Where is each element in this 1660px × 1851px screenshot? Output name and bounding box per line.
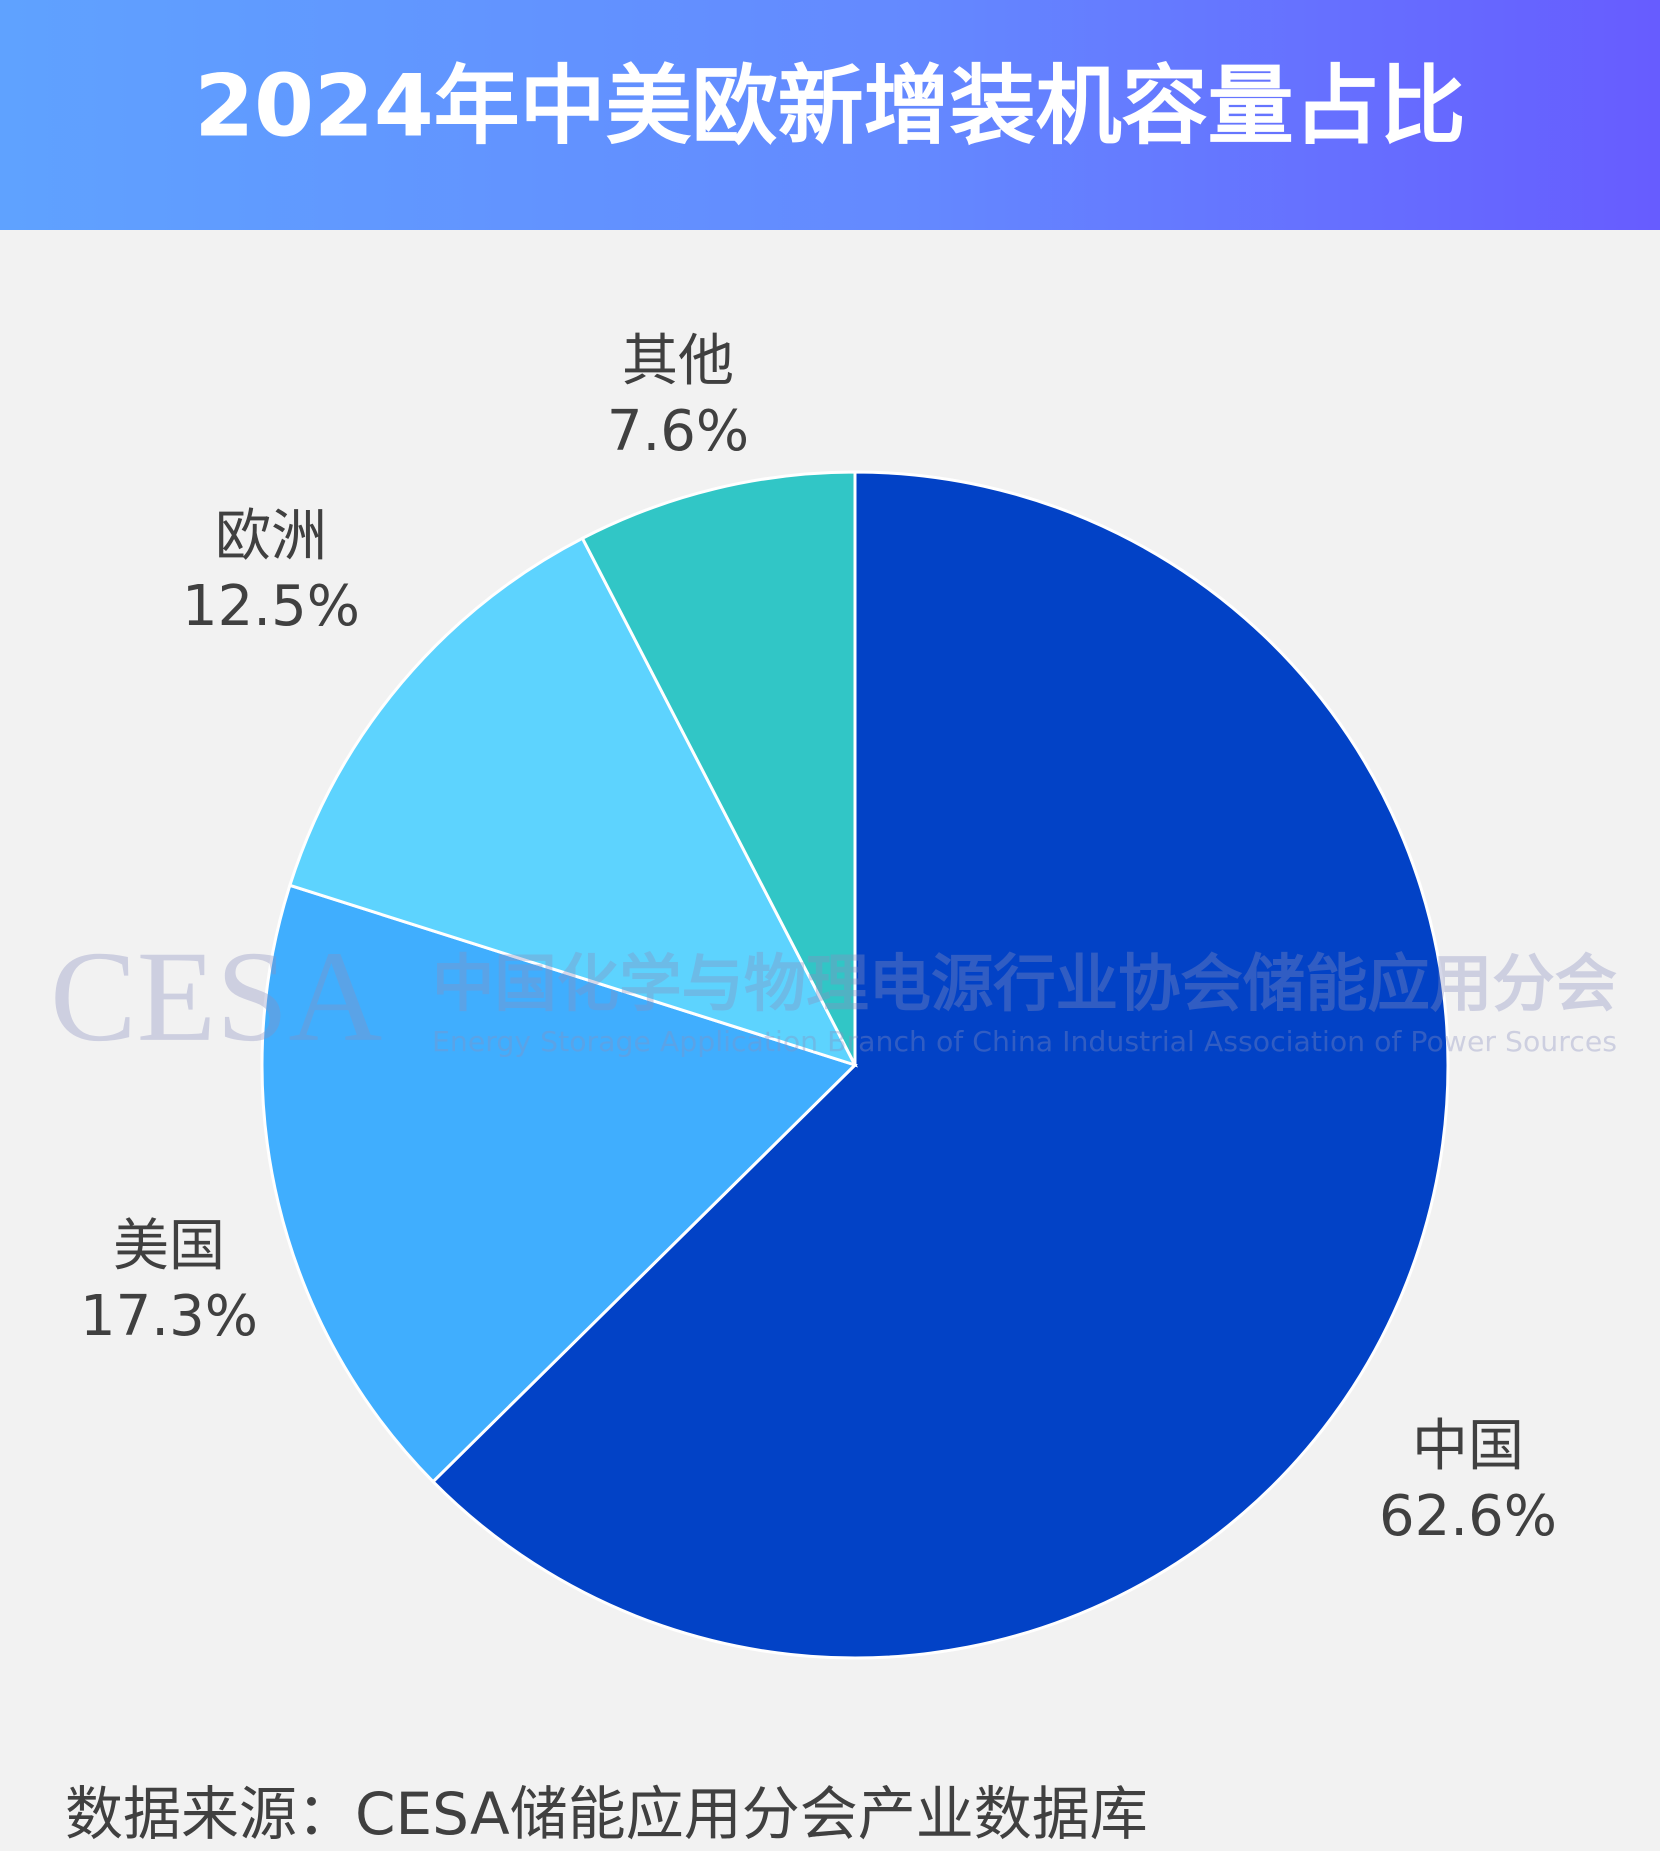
slice-value-label: 17.3%	[80, 1284, 258, 1349]
slice-category-label: 美国	[113, 1214, 225, 1279]
slice-category-label: 其他	[622, 329, 734, 394]
pie-slice	[260, 883, 858, 1484]
pie	[260, 470, 1450, 1660]
slice-category-label: 中国	[1412, 1414, 1524, 1479]
slice-category-label: 欧洲	[215, 504, 327, 569]
watermark-name-cn: 中国化学与物理电源行业协会储能应用分会	[432, 947, 1617, 1020]
slice-value-label: 7.6%	[607, 399, 749, 464]
watermark: CESA 中国化学与物理电源行业协会储能应用分会 Energy Storage …	[50, 925, 1617, 1069]
watermark-logo: CESA	[50, 925, 382, 1069]
header-bar	[0, 0, 1660, 230]
chart-title: 2024年中美欧新增装机容量占比	[194, 56, 1465, 156]
pie-slice	[580, 470, 857, 1066]
source-note: 数据来源：CESA储能应用分会产业数据库	[65, 1780, 1148, 1848]
pie-slice	[430, 470, 1450, 1660]
watermark-name-en: Energy Storage Application Branch of Chi…	[432, 1025, 1617, 1058]
slice-value-label: 62.6%	[1379, 1484, 1557, 1549]
pie-slice	[287, 536, 858, 1068]
slice-value-label: 12.5%	[182, 574, 360, 639]
